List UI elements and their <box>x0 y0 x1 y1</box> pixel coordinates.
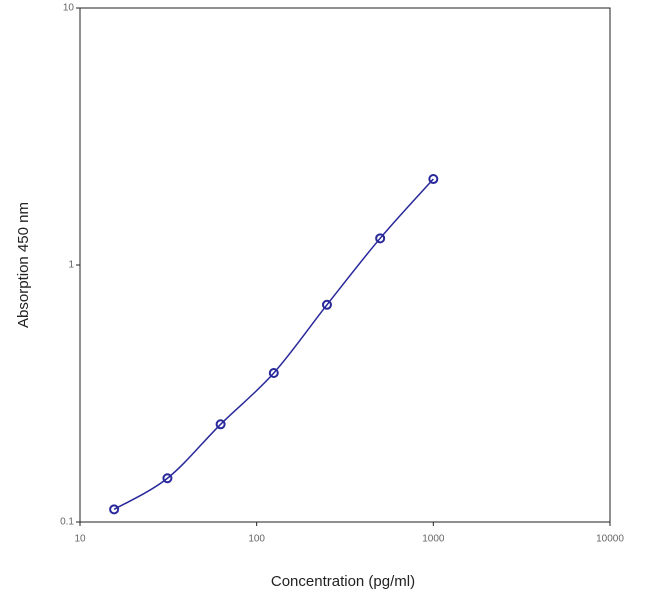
x-tick-label: 10000 <box>596 534 624 545</box>
y-tick-label: 1 <box>68 260 74 271</box>
x-tick-label: 10 <box>74 534 86 545</box>
data-point <box>428 174 439 185</box>
y-tick-label: 0.1 <box>60 517 74 528</box>
data-point <box>375 233 386 244</box>
data-point <box>215 419 226 430</box>
x-tick-label: 1000 <box>422 534 445 545</box>
x-axis-title: Concentration (pg/ml) <box>271 573 415 590</box>
plot-frame <box>79 7 611 523</box>
x-tick-label: 100 <box>248 534 265 545</box>
y-tick-label: 10 <box>63 3 75 14</box>
curve <box>113 178 434 510</box>
data-point <box>162 473 173 484</box>
data-point <box>109 504 120 515</box>
y-axis-title: Absorption 450 nm <box>15 202 32 328</box>
data-point <box>321 299 332 310</box>
data-point <box>268 367 279 378</box>
